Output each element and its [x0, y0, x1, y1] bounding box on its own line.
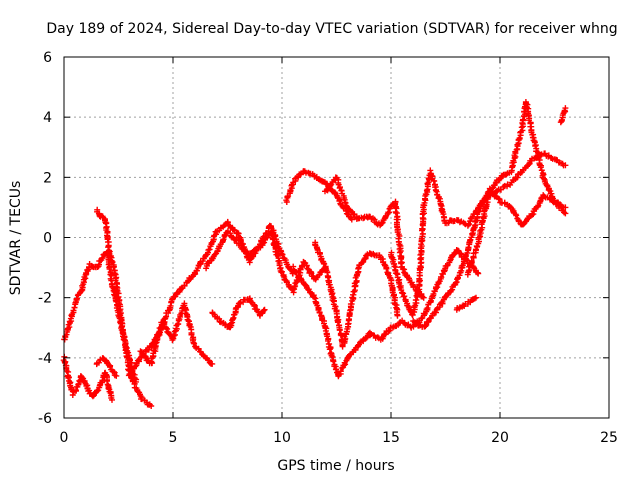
series-markers	[283, 168, 355, 223]
series-markers	[125, 218, 296, 379]
y-tick-label: 0	[43, 231, 52, 247]
x-tick-label: 25	[600, 430, 618, 446]
series-group	[60, 99, 569, 409]
series-trace-7	[203, 228, 329, 296]
tick-labels: 0 5 10 15 20 25 -6 -4 -2 0 2 4 6	[38, 50, 618, 446]
chart-title: Day 189 of 2024, Sidereal Day-to-day VTE…	[46, 21, 617, 37]
series-trace-9	[283, 168, 355, 223]
series-trace-17	[453, 294, 479, 313]
series-markers	[203, 228, 329, 296]
y-tick-label: 2	[43, 170, 52, 186]
series-markers	[312, 239, 401, 350]
series-markers	[464, 99, 569, 278]
series-markers	[557, 105, 569, 126]
x-tick-label: 0	[60, 430, 69, 446]
series-markers	[93, 355, 120, 379]
series-trace-6	[137, 300, 216, 367]
series-markers	[322, 174, 427, 301]
series-trace-3	[94, 206, 140, 385]
series-trace-4	[93, 355, 120, 379]
series-trace-15	[464, 99, 569, 278]
series-trace-12	[322, 174, 427, 301]
series-trace-8	[209, 295, 268, 331]
series-markers	[410, 185, 569, 330]
x-axis-label: GPS time / hours	[277, 458, 394, 474]
y-tick-label: -6	[38, 411, 52, 427]
series-trace-5	[125, 218, 296, 379]
series-markers	[453, 294, 479, 313]
series-trace-10	[290, 247, 482, 380]
series-trace-14	[410, 185, 569, 330]
y-tick-label: -4	[38, 351, 52, 367]
x-tick-label: 5	[169, 430, 178, 446]
series-trace-16	[557, 105, 569, 126]
x-tick-label: 10	[273, 430, 291, 446]
series-markers	[94, 206, 140, 385]
y-axis-label: SDTVAR / TECUs	[8, 181, 24, 296]
y-tick-label: 6	[43, 50, 52, 66]
series-markers	[137, 300, 216, 367]
series-trace-11	[312, 239, 401, 350]
x-tick-label: 20	[491, 430, 509, 446]
series-markers	[290, 247, 482, 380]
y-tick-label: 4	[43, 110, 52, 126]
x-tick-label: 15	[382, 430, 400, 446]
y-tick-label: -2	[38, 291, 52, 307]
ticks	[63, 56, 610, 419]
series-markers	[209, 295, 268, 331]
